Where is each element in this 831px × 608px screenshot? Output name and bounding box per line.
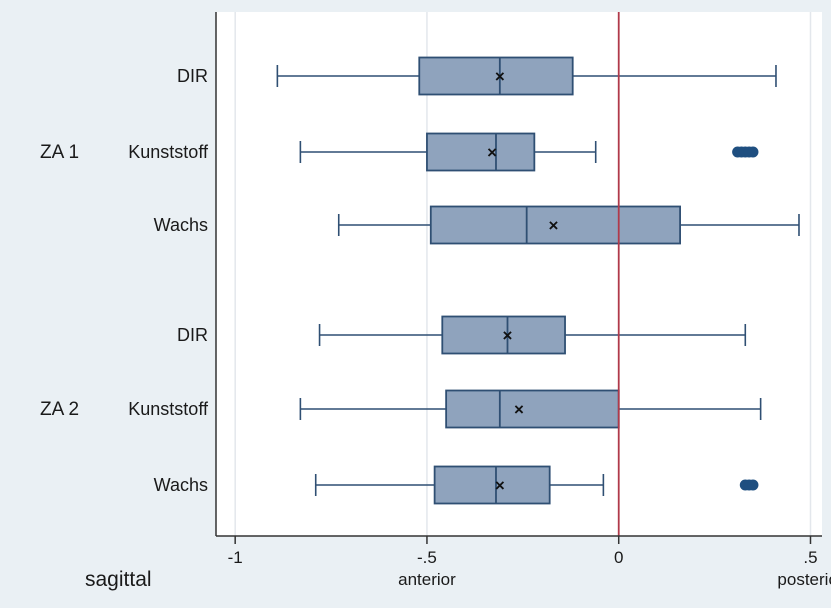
box-iqr <box>441 315 566 355</box>
axis-title: sagittal <box>85 568 152 591</box>
box-iqr <box>433 465 551 505</box>
x-tick-label: 0 <box>614 548 623 567</box>
group-label: ZA 2 <box>40 399 79 420</box>
category-label: DIR <box>177 325 208 345</box>
category-label: Wachs <box>154 215 208 235</box>
group-label: ZA 1 <box>40 142 79 163</box>
category-label: Kunststoff <box>128 399 209 419</box>
x-tick-label: -.5 <box>417 548 437 567</box>
box-iqr <box>418 56 574 96</box>
box-elements: × × × × × × <box>276 56 800 505</box>
box-iqr <box>429 205 681 245</box>
category-label: Wachs <box>154 475 208 495</box>
box-iqr <box>426 132 536 172</box>
labels-layer: -1 -.5 0 .5 anterior posterior sagittal ZA 1 DIR… <box>40 12 831 591</box>
mean-marker: × <box>549 216 559 235</box>
grid-lines <box>234 12 812 536</box>
x-tick-label: -1 <box>228 548 243 567</box>
mean-marker: × <box>487 143 497 162</box>
direction-label-anterior: anterior <box>398 570 456 589</box>
category-label: Kunststoff <box>128 142 209 162</box>
mean-marker: × <box>503 326 513 345</box>
x-tick-label: .5 <box>803 548 817 567</box>
outlier-point <box>747 146 759 158</box>
plot-area <box>216 12 822 536</box>
mean-marker: × <box>495 67 505 86</box>
outlier-point <box>747 479 759 491</box>
mean-marker: × <box>514 400 524 419</box>
category-label: DIR <box>177 66 208 86</box>
mean-marker: × <box>495 476 505 495</box>
direction-label-posterior: posterior <box>777 570 831 589</box>
box-iqr <box>445 389 620 429</box>
